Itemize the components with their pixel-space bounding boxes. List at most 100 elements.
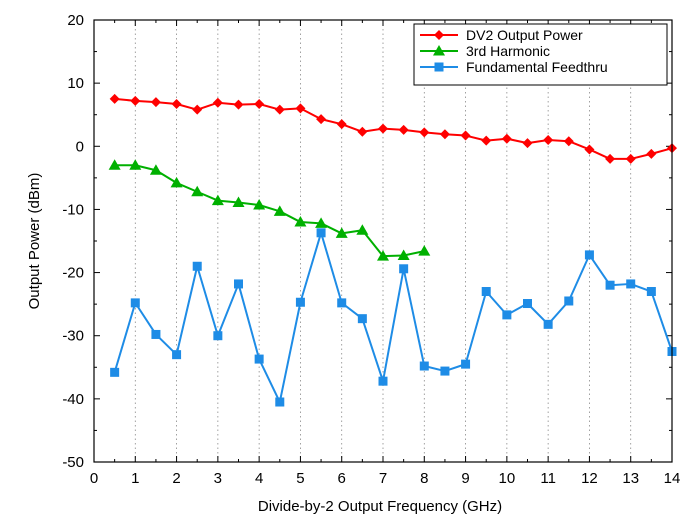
point-fundamental-feedthru-5 [295, 297, 305, 307]
point-fundamental-feedthru-3 [213, 331, 223, 341]
point-fundamental-feedthru-1 [130, 298, 140, 308]
point-dv2-output-power-8 [419, 127, 430, 138]
point-dv2-output-power-4-5 [274, 104, 285, 115]
point-fundamental-feedthru-2 [172, 350, 182, 360]
point-dv2-output-power-11 [543, 134, 554, 145]
point-dv2-output-power-7-5 [398, 124, 409, 135]
point-dv2-output-power-1 [130, 95, 141, 106]
y-tick-label--50: -50 [62, 454, 84, 471]
point-fundamental-feedthru-11-5 [564, 296, 574, 306]
point-3rd-harmonic-5 [294, 216, 307, 227]
legend-items [420, 30, 458, 72]
point-fundamental-feedthru-9-5 [481, 287, 491, 297]
x-tick-label-5: 5 [296, 470, 304, 487]
y-tick-label--10: -10 [62, 201, 84, 218]
point-dv2-output-power-13-5 [646, 148, 657, 159]
point-fundamental-feedthru-1-5 [151, 329, 161, 339]
series-line-3rd-harmonic [114, 164, 425, 258]
point-fundamental-feedthru-12 [584, 250, 594, 260]
x-tick-label-0: 0 [90, 470, 98, 487]
x-tick-label-8: 8 [420, 470, 428, 487]
point-fundamental-feedthru-4 [254, 354, 264, 364]
point-dv2-output-power-13 [625, 153, 636, 164]
point-3rd-harmonic-6-5 [356, 224, 369, 235]
point-dv2-output-power-3-5 [233, 99, 244, 110]
point-fundamental-feedthru-8 [419, 361, 429, 371]
point-dv2-output-power-2 [171, 98, 182, 109]
point-dv2-output-power-2-5 [192, 104, 203, 115]
series-3rd-harmonic [108, 159, 431, 261]
point-3rd-harmonic-4-5 [273, 205, 286, 216]
point-3rd-harmonic-1 [129, 159, 142, 170]
point-3rd-harmonic-1-5 [149, 164, 162, 175]
point-fundamental-feedthru-3-5 [234, 279, 243, 289]
point-fundamental-feedthru-7 [378, 376, 388, 386]
point-fundamental-feedthru-7-5 [399, 264, 409, 274]
point-dv2-output-power-5 [295, 103, 306, 114]
y-tick-label-10: 10 [67, 75, 84, 92]
legend-marker-3rd-harmonic [433, 45, 445, 56]
point-fundamental-feedthru-10-5 [523, 299, 532, 309]
point-3rd-harmonic-3-5 [232, 196, 245, 207]
point-fundamental-feedthru-13-5 [646, 287, 656, 297]
point-dv2-output-power-6 [336, 119, 347, 130]
point-dv2-output-power-4 [254, 98, 265, 109]
point-3rd-harmonic-4 [253, 199, 266, 210]
grid-layer [134, 20, 632, 462]
point-3rd-harmonic-7 [377, 250, 389, 261]
point-dv2-output-power-7 [378, 123, 388, 134]
x-tick-label-12: 12 [581, 470, 598, 487]
legend-marker-dv2-output-power [434, 30, 444, 40]
point-fundamental-feedthru-11 [543, 319, 553, 329]
point-3rd-harmonic-6 [335, 227, 348, 238]
series-fundamental-feedthru [110, 228, 677, 407]
y-axis-title: Output Power (dBm) [26, 173, 43, 310]
y-tick-label-0: 0 [76, 138, 84, 155]
point-dv2-output-power-1-5 [150, 97, 161, 108]
point-fundamental-feedthru-10 [502, 310, 512, 320]
legend-marker-fundamental-feedthru [434, 62, 444, 72]
x-tick-label-7: 7 [379, 470, 387, 487]
x-tick-label-9: 9 [461, 470, 469, 487]
legend-label-dv2-output-power: DV2 Output Power [466, 27, 583, 43]
y-tick-label--40: -40 [62, 391, 84, 408]
point-fundamental-feedthru-0-5 [110, 367, 120, 377]
y-tick-label--30: -30 [62, 328, 84, 345]
point-3rd-harmonic-7-5 [397, 249, 410, 261]
series-line-dv2-output-power [114, 97, 673, 160]
point-dv2-output-power-9 [460, 130, 471, 141]
point-dv2-output-power-8-5 [439, 129, 450, 140]
series-layer [108, 93, 677, 407]
x-tick-label-3: 3 [214, 470, 222, 487]
point-3rd-harmonic-2-5 [191, 185, 204, 197]
point-dv2-output-power-5-5 [316, 114, 327, 125]
x-axis-title: Divide-by-2 Output Frequency (GHz) [258, 498, 502, 515]
x-tick-label-6: 6 [338, 470, 346, 487]
point-fundamental-feedthru-8-5 [440, 366, 450, 376]
point-3rd-harmonic-8 [418, 245, 431, 256]
x-tick-label-2: 2 [172, 470, 180, 487]
point-fundamental-feedthru-13 [626, 279, 636, 289]
series-line-fundamental-feedthru [113, 231, 673, 404]
point-fundamental-feedthru-12-5 [605, 280, 615, 290]
y-tick-label--20: -20 [62, 265, 84, 282]
point-dv2-output-power-9-5 [481, 135, 492, 146]
plot-frame [93, 19, 673, 463]
point-fundamental-feedthru-2-5 [192, 261, 202, 271]
point-fundamental-feedthru-4-5 [275, 397, 285, 407]
point-dv2-output-power-10-5 [522, 138, 533, 149]
x-tick-label-4: 4 [255, 470, 263, 487]
point-3rd-harmonic-5-5 [315, 217, 328, 228]
point-fundamental-feedthru-6-5 [357, 314, 367, 324]
point-dv2-output-power-12 [584, 144, 595, 155]
point-dv2-output-power-3 [212, 97, 223, 108]
legend-label-fundamental-feedthru: Fundamental Feedthru [466, 59, 608, 75]
x-tick-label-1: 1 [131, 470, 139, 487]
point-dv2-output-power-11-5 [563, 136, 574, 147]
point-3rd-harmonic-3 [211, 194, 224, 206]
x-tick-label-11: 11 [540, 470, 556, 487]
point-fundamental-feedthru-5-5 [316, 228, 326, 238]
